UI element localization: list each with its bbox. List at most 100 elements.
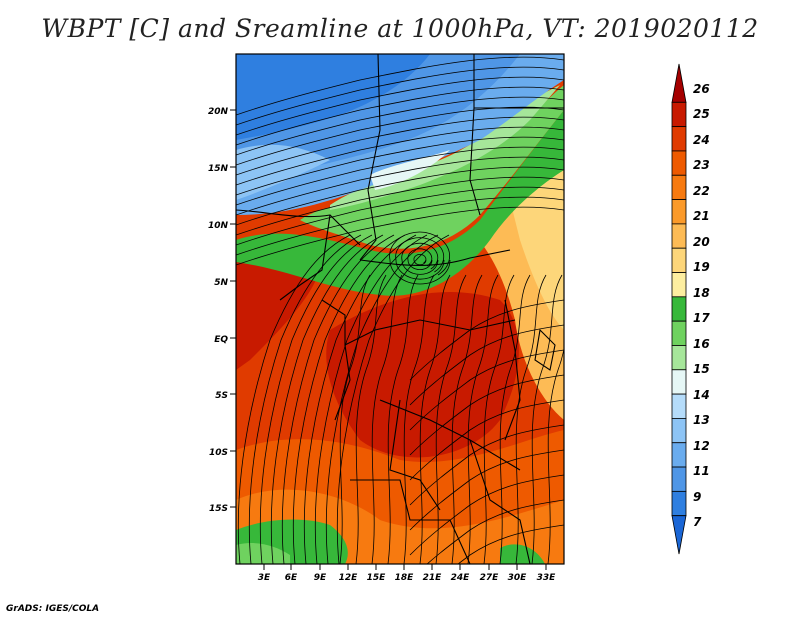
streamline bbox=[409, 324, 564, 406]
colorbar-label-9: 9 bbox=[693, 490, 701, 504]
streamline bbox=[387, 274, 419, 564]
streamline bbox=[270, 234, 384, 564]
streamline bbox=[236, 56, 564, 116]
streamline bbox=[409, 399, 564, 481]
colorbar-swatch bbox=[671, 345, 687, 371]
streamline bbox=[409, 349, 564, 431]
lon-label-6e: 6E bbox=[285, 573, 298, 583]
colorbar-swatch bbox=[671, 296, 687, 322]
streamline bbox=[248, 234, 362, 564]
colorbar-label-16: 16 bbox=[693, 337, 710, 351]
streamline bbox=[355, 274, 387, 564]
streamline bbox=[451, 274, 483, 564]
colorbar-swatch bbox=[671, 466, 687, 492]
colorbar-swatch bbox=[671, 320, 687, 346]
streamline bbox=[409, 424, 564, 506]
lon-label-9e: 9E bbox=[314, 573, 327, 583]
streamline bbox=[236, 96, 564, 156]
wbpt-shading bbox=[236, 54, 564, 564]
streamline bbox=[236, 86, 564, 146]
lat-label-15s: 15S bbox=[209, 504, 228, 514]
colorbar-label-20: 20 bbox=[693, 235, 710, 249]
lat-label-eq: EQ bbox=[214, 335, 228, 345]
lat-label-5s: 5S bbox=[215, 391, 228, 401]
colorbar-swatch bbox=[671, 150, 687, 176]
streamline bbox=[435, 274, 467, 564]
lon-label-15e: 15E bbox=[367, 573, 387, 583]
colorbar-label-13: 13 bbox=[693, 413, 710, 427]
lon-label-30e: 30E bbox=[508, 573, 528, 583]
streamline bbox=[236, 196, 564, 256]
colorbar-label-19: 19 bbox=[693, 260, 710, 274]
colorbar-label-22: 22 bbox=[693, 184, 710, 198]
lon-label-27e: 27E bbox=[480, 573, 500, 583]
lon-label-24e: 24E bbox=[451, 573, 471, 583]
colorbar-swatch bbox=[671, 126, 687, 152]
map-frame bbox=[235, 53, 565, 565]
lon-label-33e: 33E bbox=[537, 573, 557, 583]
map-title: WBPT [C] and Sreamline at 1000hPa, VT: 2… bbox=[41, 14, 759, 43]
colorbar-label-24: 24 bbox=[693, 133, 710, 147]
lon-label-12e: 12E bbox=[339, 573, 359, 583]
colorbar-label-23: 23 bbox=[693, 158, 710, 172]
streamline bbox=[403, 274, 435, 564]
colorbar-swatch bbox=[671, 272, 687, 298]
colorbar-label-15: 15 bbox=[693, 362, 710, 376]
streamline bbox=[395, 237, 445, 280]
lon-label-21e: 21E bbox=[423, 573, 443, 583]
streamline bbox=[236, 166, 564, 226]
colorbar-swatch bbox=[671, 63, 687, 103]
streamline bbox=[499, 274, 531, 564]
streamline bbox=[483, 274, 515, 564]
streamline bbox=[457, 524, 564, 564]
latitude-axis bbox=[230, 109, 236, 508]
colorbar-swatch bbox=[671, 490, 687, 517]
colorbar-label-12: 12 bbox=[693, 439, 710, 453]
streamline bbox=[236, 186, 564, 246]
lat-label-5n: 5N bbox=[214, 278, 228, 288]
colorbar-swatch bbox=[671, 442, 687, 468]
colorbar-swatch bbox=[671, 223, 687, 249]
streamline bbox=[236, 156, 564, 216]
colorbar-label-25: 25 bbox=[693, 107, 710, 121]
colorbar-swatch bbox=[671, 393, 687, 419]
lat-label-10s: 10S bbox=[209, 448, 228, 458]
streamline bbox=[236, 206, 564, 266]
streamline bbox=[236, 126, 564, 186]
streamline bbox=[371, 274, 403, 564]
streamline bbox=[409, 374, 564, 456]
streamline bbox=[401, 242, 439, 275]
colorbar-label-18: 18 bbox=[693, 286, 710, 300]
colorbar bbox=[671, 63, 687, 555]
streamline bbox=[292, 234, 406, 564]
country-borders bbox=[236, 54, 564, 564]
lon-label-3e: 3E bbox=[258, 573, 271, 583]
colorbar-swatch bbox=[671, 515, 687, 555]
streamline bbox=[236, 116, 564, 176]
streamline bbox=[236, 136, 564, 196]
streamline bbox=[236, 66, 564, 126]
streamline bbox=[339, 274, 371, 564]
colorbar-swatch bbox=[671, 247, 687, 273]
streamline bbox=[467, 274, 499, 564]
streamline bbox=[409, 474, 564, 556]
streamline bbox=[237, 234, 351, 564]
streamline bbox=[314, 234, 428, 564]
colorbar-label-26: 26 bbox=[693, 82, 710, 96]
streamline bbox=[389, 231, 451, 285]
lat-label-20n: 20N bbox=[208, 107, 229, 117]
colorbar-swatch bbox=[671, 369, 687, 395]
streamline bbox=[413, 254, 427, 266]
longitude-axis bbox=[263, 564, 547, 570]
colorbar-label-7: 7 bbox=[693, 515, 702, 529]
streamline bbox=[236, 146, 564, 206]
streamline bbox=[419, 274, 451, 564]
streamline bbox=[426, 499, 564, 564]
colorbar-swatch bbox=[671, 174, 687, 200]
streamline bbox=[409, 449, 564, 531]
streamline bbox=[336, 234, 450, 564]
streamline bbox=[303, 234, 417, 564]
grads-credit: GrADS: IGES/COLA bbox=[6, 604, 100, 614]
streamline bbox=[325, 234, 439, 564]
